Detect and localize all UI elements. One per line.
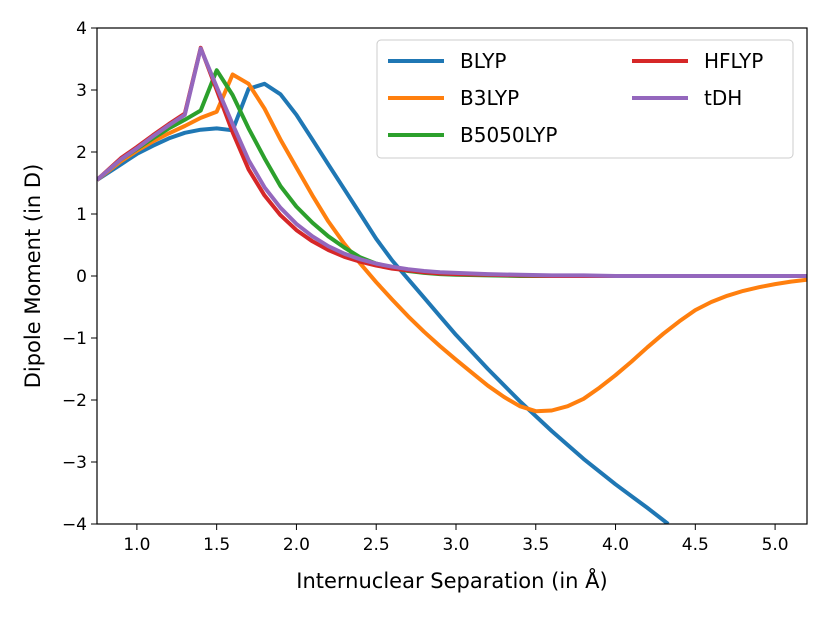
legend-label-b5050lyp: B5050LYP — [460, 123, 557, 147]
legend-label-tdh: tDH — [704, 86, 742, 110]
x-tick-label: 2.0 — [283, 535, 310, 555]
y-tick-label: 0 — [76, 267, 87, 287]
y-tick-label: −4 — [62, 515, 87, 535]
y-tick-label: 2 — [76, 143, 87, 163]
x-axis-ticks: 1.0 1.5 2.0 2.5 3.0 3.5 4.0 4.5 5.0 — [123, 524, 789, 555]
y-tick-label: 1 — [76, 205, 87, 225]
x-axis-label: Internuclear Separation (in Å) — [296, 567, 607, 593]
legend-label-hflyp: HFLYP — [704, 49, 763, 73]
x-tick-label: 1.0 — [123, 535, 150, 555]
legend-label-blyp: BLYP — [460, 49, 506, 73]
x-tick-label: 2.5 — [363, 535, 390, 555]
y-tick-label: −2 — [62, 391, 87, 411]
x-tick-label: 5.0 — [762, 535, 789, 555]
x-tick-label: 4.0 — [602, 535, 629, 555]
series-line-tdh — [97, 46, 807, 278]
y-axis-ticks: 4 3 2 1 0 −1 −2 −3 −4 — [62, 19, 97, 535]
y-tick-label: −1 — [62, 329, 87, 349]
legend: BLYP B3LYP B5050LYP HFLYP tDH — [376, 39, 794, 159]
legend-label-b3lyp: B3LYP — [460, 86, 519, 110]
x-tick-label: 1.5 — [203, 535, 230, 555]
x-tick-label: 4.5 — [682, 535, 709, 555]
y-tick-label: 3 — [76, 81, 87, 101]
x-tick-label: 3.5 — [522, 535, 549, 555]
y-tick-label: −3 — [62, 453, 87, 473]
y-tick-label: 4 — [76, 19, 87, 39]
x-tick-label: 3.0 — [442, 535, 469, 555]
legend-box — [376, 39, 794, 159]
series-layer — [97, 45, 807, 524]
y-axis-label: Dipole Moment (in D) — [21, 164, 45, 389]
